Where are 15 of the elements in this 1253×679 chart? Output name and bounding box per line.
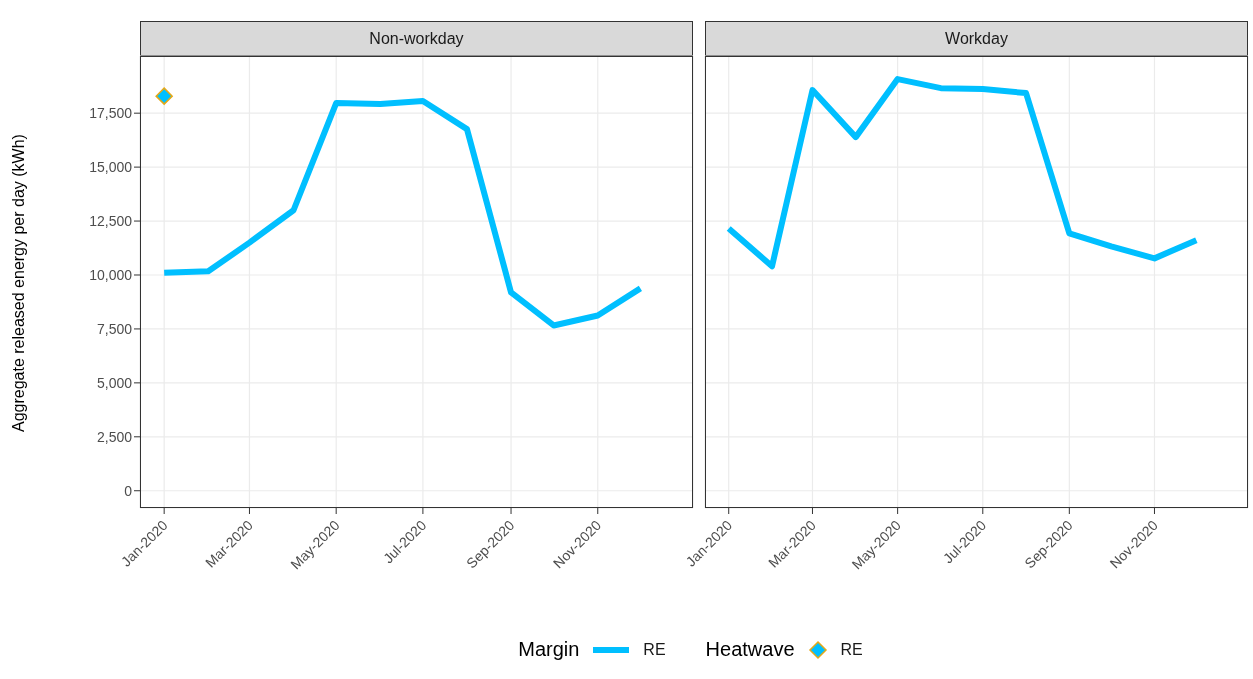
y-tick-label: 0	[124, 482, 133, 499]
y-tick-label: 17,500	[89, 105, 133, 122]
y-tick-label: 5,000	[96, 374, 133, 391]
legend-title: Margin	[518, 638, 580, 661]
y-tick-label: 15,000	[89, 159, 133, 176]
legend-label: RE	[643, 640, 666, 659]
legend-label: RE	[840, 640, 863, 659]
legend-title: Heatwave	[705, 638, 795, 661]
y-tick-label: 2,500	[96, 428, 133, 445]
chart-title: Non-workday	[140, 21, 693, 56]
y-axis-title: Aggregate released energy per day (kWh)	[9, 134, 27, 432]
y-tick-label: 12,500	[89, 213, 133, 230]
y-tick-label: 7,500	[96, 320, 133, 337]
chart-title: Workday	[705, 21, 1248, 56]
y-tick-label: 10,000	[89, 266, 133, 283]
